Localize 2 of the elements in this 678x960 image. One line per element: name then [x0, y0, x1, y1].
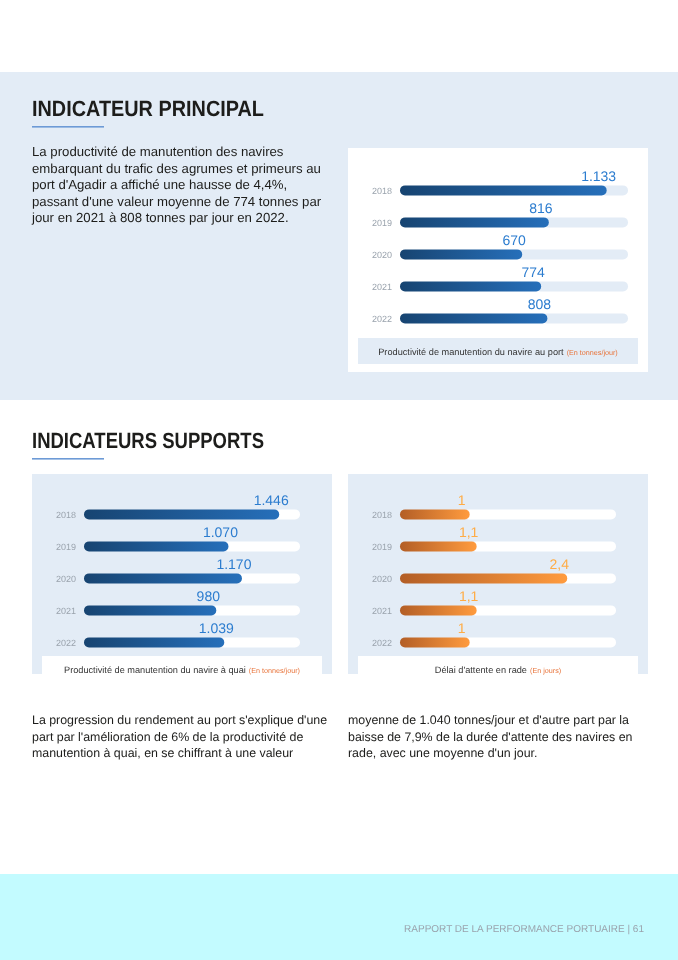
text: INDICATEUR PRINCIPAL — [32, 98, 290, 122]
text: INDICATEURS SUPPORTS — [32, 430, 308, 454]
